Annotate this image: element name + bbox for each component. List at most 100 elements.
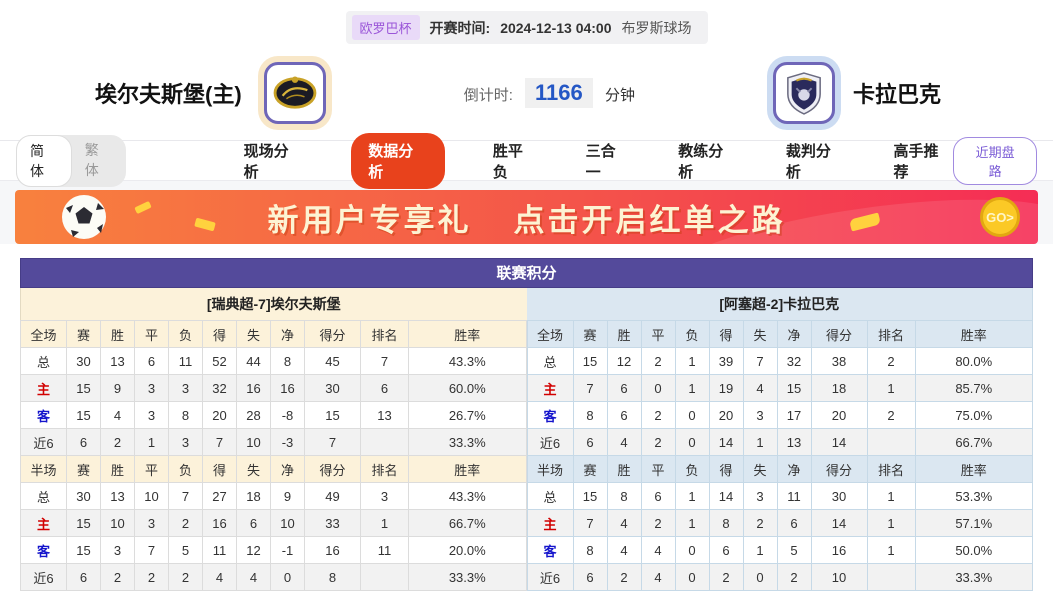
stat-cell: 2 [640,347,676,375]
row-label-cell: 总 [526,482,574,510]
row-label-cell: 近6 [526,428,574,456]
stat-cell: 2 [168,509,203,537]
stat-cell: 85.7% [914,374,1033,402]
stat-cell: 6 [66,563,101,591]
stat-cell: 11 [202,536,237,564]
away-team: 卡拉巴克 [772,62,941,124]
venue-name: 布罗斯球场 [621,19,692,36]
column-header-cell: 得 [708,455,744,483]
column-header-cell: 赛 [572,320,608,348]
home-team: 埃尔夫斯堡(主) [95,62,326,124]
column-header-cell: 净 [776,455,812,483]
stat-cell: 14 [708,482,744,510]
column-header-cell: 得分 [810,455,868,483]
stat-cell: 9 [100,374,135,402]
away-band-header: [阿塞超-2]卡拉巴克 [526,288,1033,320]
row-label-cell: 主 [20,374,67,402]
stat-cell: 2 [100,428,135,456]
stat-cell: 20.0% [408,536,527,564]
lang-traditional[interactable]: 繁体 [84,141,99,178]
stat-cell: 15 [66,374,101,402]
column-header-cell: 得分 [810,320,868,348]
go-button[interactable]: GO> [980,197,1020,237]
stat-cell: 2 [640,428,676,456]
stat-cell: 3 [134,509,169,537]
stat-cell: -1 [270,536,305,564]
stat-cell: 0 [674,536,710,564]
column-header-cell: 赛 [66,455,101,483]
stat-cell: 16 [236,374,271,402]
stat-cell: 13 [776,428,812,456]
stat-cell: 5 [168,536,203,564]
column-header-cell: 胜 [100,455,135,483]
stat-cell: 0 [674,563,710,591]
column-header-cell: 排名 [866,320,916,348]
countdown-unit: 分钟 [604,87,635,104]
stat-cell: 7 [134,536,169,564]
stat-cell: 9 [270,482,305,510]
tab-coach-analysis[interactable]: 教练分析 [678,142,724,181]
row-label-cell: 客 [526,536,574,564]
countdown-label: 倒计时: [463,87,513,104]
tab-referee-analysis[interactable]: 裁判分析 [785,142,831,181]
countdown: 倒计时: 1166 分钟 [326,78,773,108]
stat-cell: 33.3% [408,563,527,591]
column-header-cell: 胜率 [408,455,527,483]
stat-cell: 2 [742,509,778,537]
stat-cell: 80.0% [914,347,1033,375]
tab-data-analysis[interactable]: 数据分析 [351,132,445,189]
stat-cell: 1 [866,482,916,510]
tab-three-in-one[interactable]: 三合一 [585,142,616,181]
away-half: [阿塞超-2]卡拉巴克 全场赛胜平负得失净得分 排名 胜率总 15 12 2 1 39 7 32 3… [526,288,1033,591]
stat-cell: 8 [168,401,203,429]
stat-cell: 17 [776,401,812,429]
stat-cell: 0 [742,563,778,591]
banner-zone: 新用户专享礼 点击开启红单之路 GO> [0,181,1053,244]
column-header-cell: 失 [742,320,778,348]
stat-cell: 13 [360,401,409,429]
stat-cell: 3 [134,374,169,402]
stat-cell: 10 [810,563,868,591]
recent-trend-button[interactable]: 近期盘路 [953,136,1037,185]
table-row: 主 15 9 3 3 32 16 16 30 6 60.0% [20,374,527,402]
row-label-cell: 主 [526,509,574,537]
row-label-cell: 总 [20,347,67,375]
tab-expert-picks[interactable]: 高手推荐 [893,142,939,181]
stat-cell: 7 [572,509,608,537]
stat-cell: 6 [66,428,101,456]
stat-cell: 53.3% [914,482,1033,510]
tab-win-draw-lose[interactable]: 胜平负 [492,142,523,181]
stat-cell: 10 [100,509,135,537]
column-header-cell: 负 [168,455,203,483]
stat-cell: 18 [236,482,271,510]
stat-cell: 8 [572,536,608,564]
stat-cell: 6 [236,509,271,537]
row-label-cell: 客 [20,536,67,564]
table-row: 客 15 3 7 5 11 12 -1 16 11 20.0% [20,536,527,564]
stat-cell: 7 [360,347,409,375]
stat-cell: 1 [674,482,710,510]
stat-cell: 8 [606,482,642,510]
stat-cell: 1 [866,509,916,537]
top-info-row: 欧罗巴杯 开赛时间: 2024-12-13 04:00 布罗斯球场 [0,0,1053,44]
stat-cell: 0 [270,563,305,591]
promo-banner[interactable]: 新用户专享礼 点击开启红单之路 GO> [15,190,1038,244]
tab-live-analysis[interactable]: 现场分析 [243,142,289,181]
stat-cell: 4 [606,428,642,456]
stat-cell: 1 [674,509,710,537]
stat-cell: 15 [66,536,101,564]
stat-cell: 6 [708,536,744,564]
stat-cell: 13 [100,347,135,375]
section-header-row: 全场赛胜平负得失净得分 排名 胜率 [526,320,1033,348]
stat-cell: 75.0% [914,401,1033,429]
stat-cell: 2 [640,509,676,537]
language-toggle[interactable]: 简体 繁体 [16,134,126,187]
stat-cell: 4 [202,563,237,591]
stat-cell: 33.3% [914,563,1033,591]
banner-headline-left: 新用户专享礼 [267,202,472,238]
lang-simplified[interactable]: 简体 [16,134,72,187]
stat-cell: 4 [606,509,642,537]
table-row: 近6 6 4 2 0 14 1 13 14 66.7% [526,428,1033,456]
column-header-cell: 胜率 [914,455,1033,483]
stat-cell: 30 [304,374,361,402]
